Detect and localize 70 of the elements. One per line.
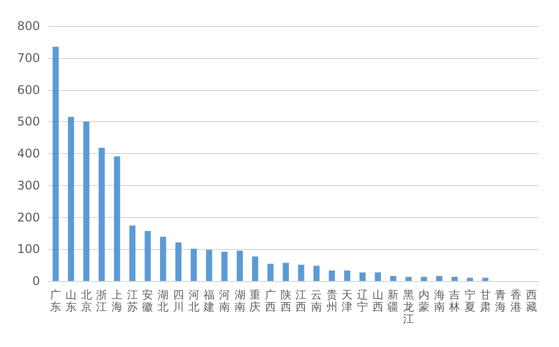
x-tick-label: 甘肃 bbox=[480, 288, 491, 314]
x-tick-label: 吉林 bbox=[448, 288, 460, 314]
bar bbox=[466, 278, 474, 281]
bar bbox=[206, 250, 212, 281]
y-tick-label: 400 bbox=[17, 146, 40, 160]
x-tick-label: 浙江 bbox=[96, 288, 108, 314]
x-tick-label: 湖北 bbox=[158, 288, 169, 314]
x-tick-label: 安徽 bbox=[142, 288, 154, 314]
bar bbox=[390, 276, 396, 281]
bar bbox=[267, 264, 274, 281]
x-tick-label: 广西 bbox=[264, 288, 276, 314]
y-tick-label: 500 bbox=[17, 114, 40, 129]
y-tick-label: 0 bbox=[32, 274, 40, 288]
bar bbox=[144, 230, 151, 281]
bar bbox=[98, 148, 105, 281]
bar bbox=[83, 122, 90, 281]
bar bbox=[52, 46, 59, 281]
x-tick-label: 河北 bbox=[188, 288, 200, 314]
x-tick-label: 陕西 bbox=[280, 288, 292, 314]
x-tick-label: 重庆 bbox=[250, 288, 261, 314]
y-tick-label: 200 bbox=[17, 210, 40, 224]
bar bbox=[298, 264, 304, 281]
x-tick-label: 江苏 bbox=[126, 288, 138, 314]
bar bbox=[160, 236, 166, 281]
bar bbox=[313, 266, 320, 281]
x-tick-label: 四川 bbox=[172, 288, 184, 314]
y-tick-label: 300 bbox=[17, 178, 40, 192]
x-tick-label: 辽宁 bbox=[357, 288, 368, 314]
x-tick-label: 上海 bbox=[112, 288, 123, 314]
x-tick-label: 贵州 bbox=[326, 288, 338, 314]
x-tick-label: 青海 bbox=[495, 288, 506, 314]
bar bbox=[436, 276, 442, 281]
x-tick-label: 山西 bbox=[372, 288, 384, 314]
bar bbox=[68, 116, 74, 281]
x-tick-label: 福建 bbox=[202, 288, 215, 314]
x-tick-label: 香港 bbox=[510, 288, 522, 314]
bar bbox=[359, 272, 366, 281]
x-tick-label: 广东 bbox=[50, 288, 62, 314]
x-tick-label: 宁夏 bbox=[464, 288, 476, 314]
y-tick-label: 100 bbox=[17, 242, 40, 256]
x-tick-label: 湖南 bbox=[234, 288, 246, 314]
x-tick-label: 西藏 bbox=[526, 288, 537, 314]
bar bbox=[221, 252, 228, 281]
bar bbox=[190, 248, 197, 281]
y-tick-label: 800 bbox=[17, 19, 40, 33]
x-tick-label: 北京 bbox=[80, 288, 92, 314]
x-tick-label: 新疆 bbox=[388, 288, 399, 314]
bar bbox=[482, 278, 488, 281]
x-tick-label: 天津 bbox=[342, 288, 353, 314]
bar bbox=[406, 276, 412, 281]
x-tick-label: 江西 bbox=[296, 288, 307, 314]
bar bbox=[282, 262, 289, 281]
bar bbox=[420, 276, 427, 281]
x-tick-label: 黑龙江 bbox=[403, 288, 414, 326]
x-tick-label: 云南 bbox=[311, 288, 322, 314]
x-tick-label: 山东 bbox=[66, 288, 77, 314]
bar bbox=[175, 242, 182, 281]
y-tick-label: 700 bbox=[17, 50, 40, 65]
bar bbox=[344, 270, 350, 281]
x-tick-label: 内蒙 bbox=[418, 288, 430, 314]
x-tick-label: 海南 bbox=[434, 288, 445, 314]
bar bbox=[129, 226, 136, 281]
x-tick-label: 河南 bbox=[218, 288, 230, 314]
bar bbox=[236, 250, 243, 281]
bar bbox=[114, 156, 120, 281]
bar bbox=[328, 270, 335, 281]
bar bbox=[252, 256, 258, 281]
y-tick-label: 600 bbox=[17, 82, 40, 97]
bar bbox=[374, 272, 381, 281]
bar bbox=[452, 276, 458, 281]
